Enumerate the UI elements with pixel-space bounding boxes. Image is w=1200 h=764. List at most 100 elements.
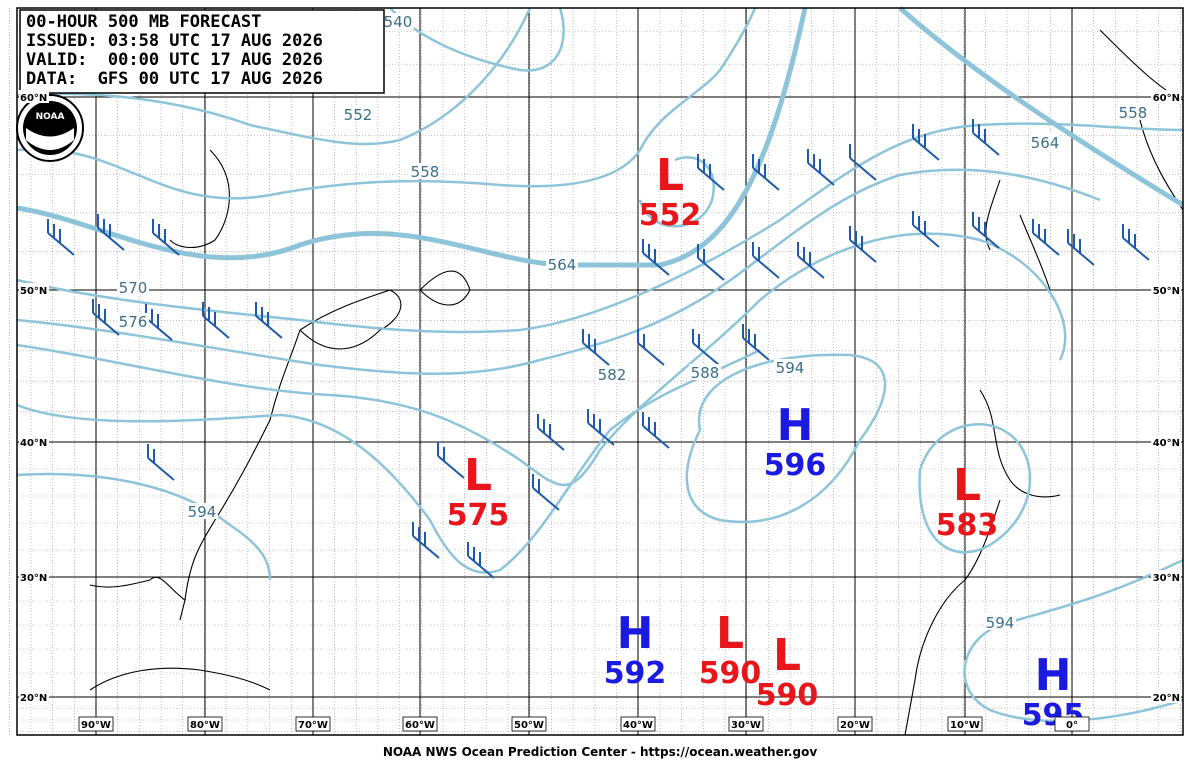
center-symbol: L — [716, 608, 744, 659]
center-value: 575 — [447, 498, 510, 533]
contour-label: 594 — [986, 614, 1015, 632]
contour-label: 582 — [598, 366, 627, 384]
height-contour — [16, 348, 761, 574]
lat-label: 30°N — [1153, 573, 1180, 584]
wind-barb-staff — [255, 315, 283, 339]
coastline — [985, 179, 1051, 291]
lat-label-bg — [19, 435, 49, 448]
contour-label: 576 — [119, 313, 148, 331]
lon-label-bg — [620, 716, 656, 732]
wind-barb-staff — [537, 427, 565, 451]
header-line: 00-HOUR 500 MB FORECAST — [26, 12, 261, 32]
contour-label: 564 — [548, 256, 577, 274]
wind-barb-staff — [752, 167, 780, 191]
wind-barb-staff — [1032, 232, 1060, 256]
height-contour — [389, 7, 565, 72]
height-contour — [16, 7, 808, 268]
wind-barb-staff — [467, 555, 495, 579]
lat-label: 60°N — [20, 93, 47, 104]
contour-label: 588 — [691, 364, 720, 382]
coastline — [179, 329, 301, 621]
height-contour — [16, 7, 757, 200]
wind-barb-staff — [532, 487, 560, 511]
lat-label: 20°N — [1153, 693, 1180, 704]
center-symbol: L — [953, 460, 981, 511]
height-contour — [16, 7, 532, 146]
lon-label: 90°W — [81, 720, 111, 731]
contour-label-bg — [1117, 104, 1149, 120]
header-line: VALID: 00:00 UTC 17 AUG 2026 — [26, 50, 323, 70]
lat-label-bg — [1151, 570, 1181, 583]
center-value: 590 — [699, 656, 762, 691]
wind-barb-staff — [1067, 242, 1095, 266]
wind-barb-staff — [807, 162, 835, 186]
contour-label-bg — [409, 163, 441, 179]
center-symbol: L — [464, 450, 492, 501]
contour-label-bg — [382, 13, 414, 29]
lat-label: 60°N — [1153, 93, 1180, 104]
wind-barb-staff — [637, 342, 665, 366]
coastline — [979, 389, 1061, 498]
lon-label-bg — [1054, 716, 1090, 732]
lon-label: 50°W — [514, 720, 544, 731]
lat-label-bg — [19, 283, 49, 296]
lat-label-bg — [1151, 90, 1181, 103]
contour-label: 594 — [188, 503, 217, 521]
contour-label: 540 — [384, 13, 413, 31]
contour-label-bg — [689, 364, 721, 380]
center-symbol: L — [773, 630, 801, 681]
wind-barb-staff — [152, 232, 180, 256]
contour-label-bg — [1029, 134, 1061, 150]
wind-barb-staff — [797, 255, 825, 279]
center-value: 596 — [764, 448, 827, 483]
wind-barb-staff — [692, 342, 720, 366]
coastline — [419, 270, 471, 306]
contour-label-bg — [774, 359, 806, 375]
coastline — [89, 667, 271, 691]
lon-label: 40°W — [623, 720, 653, 731]
contour-label-bg — [117, 279, 149, 295]
height-contour — [16, 122, 1184, 334]
wind-barb-staff — [912, 224, 940, 248]
lat-label: 40°N — [20, 438, 47, 449]
wind-barb-staff — [972, 132, 1000, 156]
contour-label-bg — [117, 313, 149, 329]
wind-barb-staff — [92, 312, 120, 336]
header-box — [19, 9, 385, 94]
wind-barb-staff — [697, 167, 725, 191]
lon-label-bg — [402, 716, 438, 732]
lon-label: 80°W — [190, 720, 220, 731]
lon-label: 30°W — [731, 720, 761, 731]
map-frame — [16, 7, 1184, 736]
wind-barb-staff — [97, 227, 125, 251]
wind-barb-staff — [412, 535, 440, 559]
center-symbol: H — [617, 608, 654, 659]
coastline — [89, 576, 186, 601]
wind-barb-staff — [742, 337, 770, 361]
wind-barb-staff — [147, 457, 175, 481]
lat-label-bg — [19, 690, 49, 703]
coastline — [904, 499, 1001, 736]
wind-barb-staff — [912, 137, 940, 161]
lon-label-bg — [511, 716, 547, 732]
center-value: 552 — [639, 198, 702, 233]
lat-label: 50°N — [20, 286, 47, 297]
header-line: DATA: GFS 00 UTC 17 AUG 2026 — [26, 69, 323, 89]
wind-barb-staff — [697, 257, 725, 281]
height-contour — [685, 353, 887, 524]
lon-label-bg — [187, 716, 223, 732]
wind-barb-staff — [972, 225, 1000, 249]
contour-label: 552 — [344, 106, 373, 124]
lon-label: 10°W — [950, 720, 980, 731]
lat-label-bg — [19, 570, 49, 583]
center-symbol: L — [656, 150, 684, 201]
footer: NOAA NWS Ocean Prediction Center - https… — [383, 745, 817, 759]
contour-label: 594 — [776, 359, 805, 377]
lat-label: 40°N — [1153, 438, 1180, 449]
contour-label: 558 — [1119, 104, 1148, 122]
wind-barb-staff — [1122, 237, 1150, 261]
lat-label: 50°N — [1153, 286, 1180, 297]
lon-label-bg — [295, 716, 331, 732]
header-line: ISSUED: 03:58 UTC 17 AUG 2026 — [26, 31, 323, 51]
